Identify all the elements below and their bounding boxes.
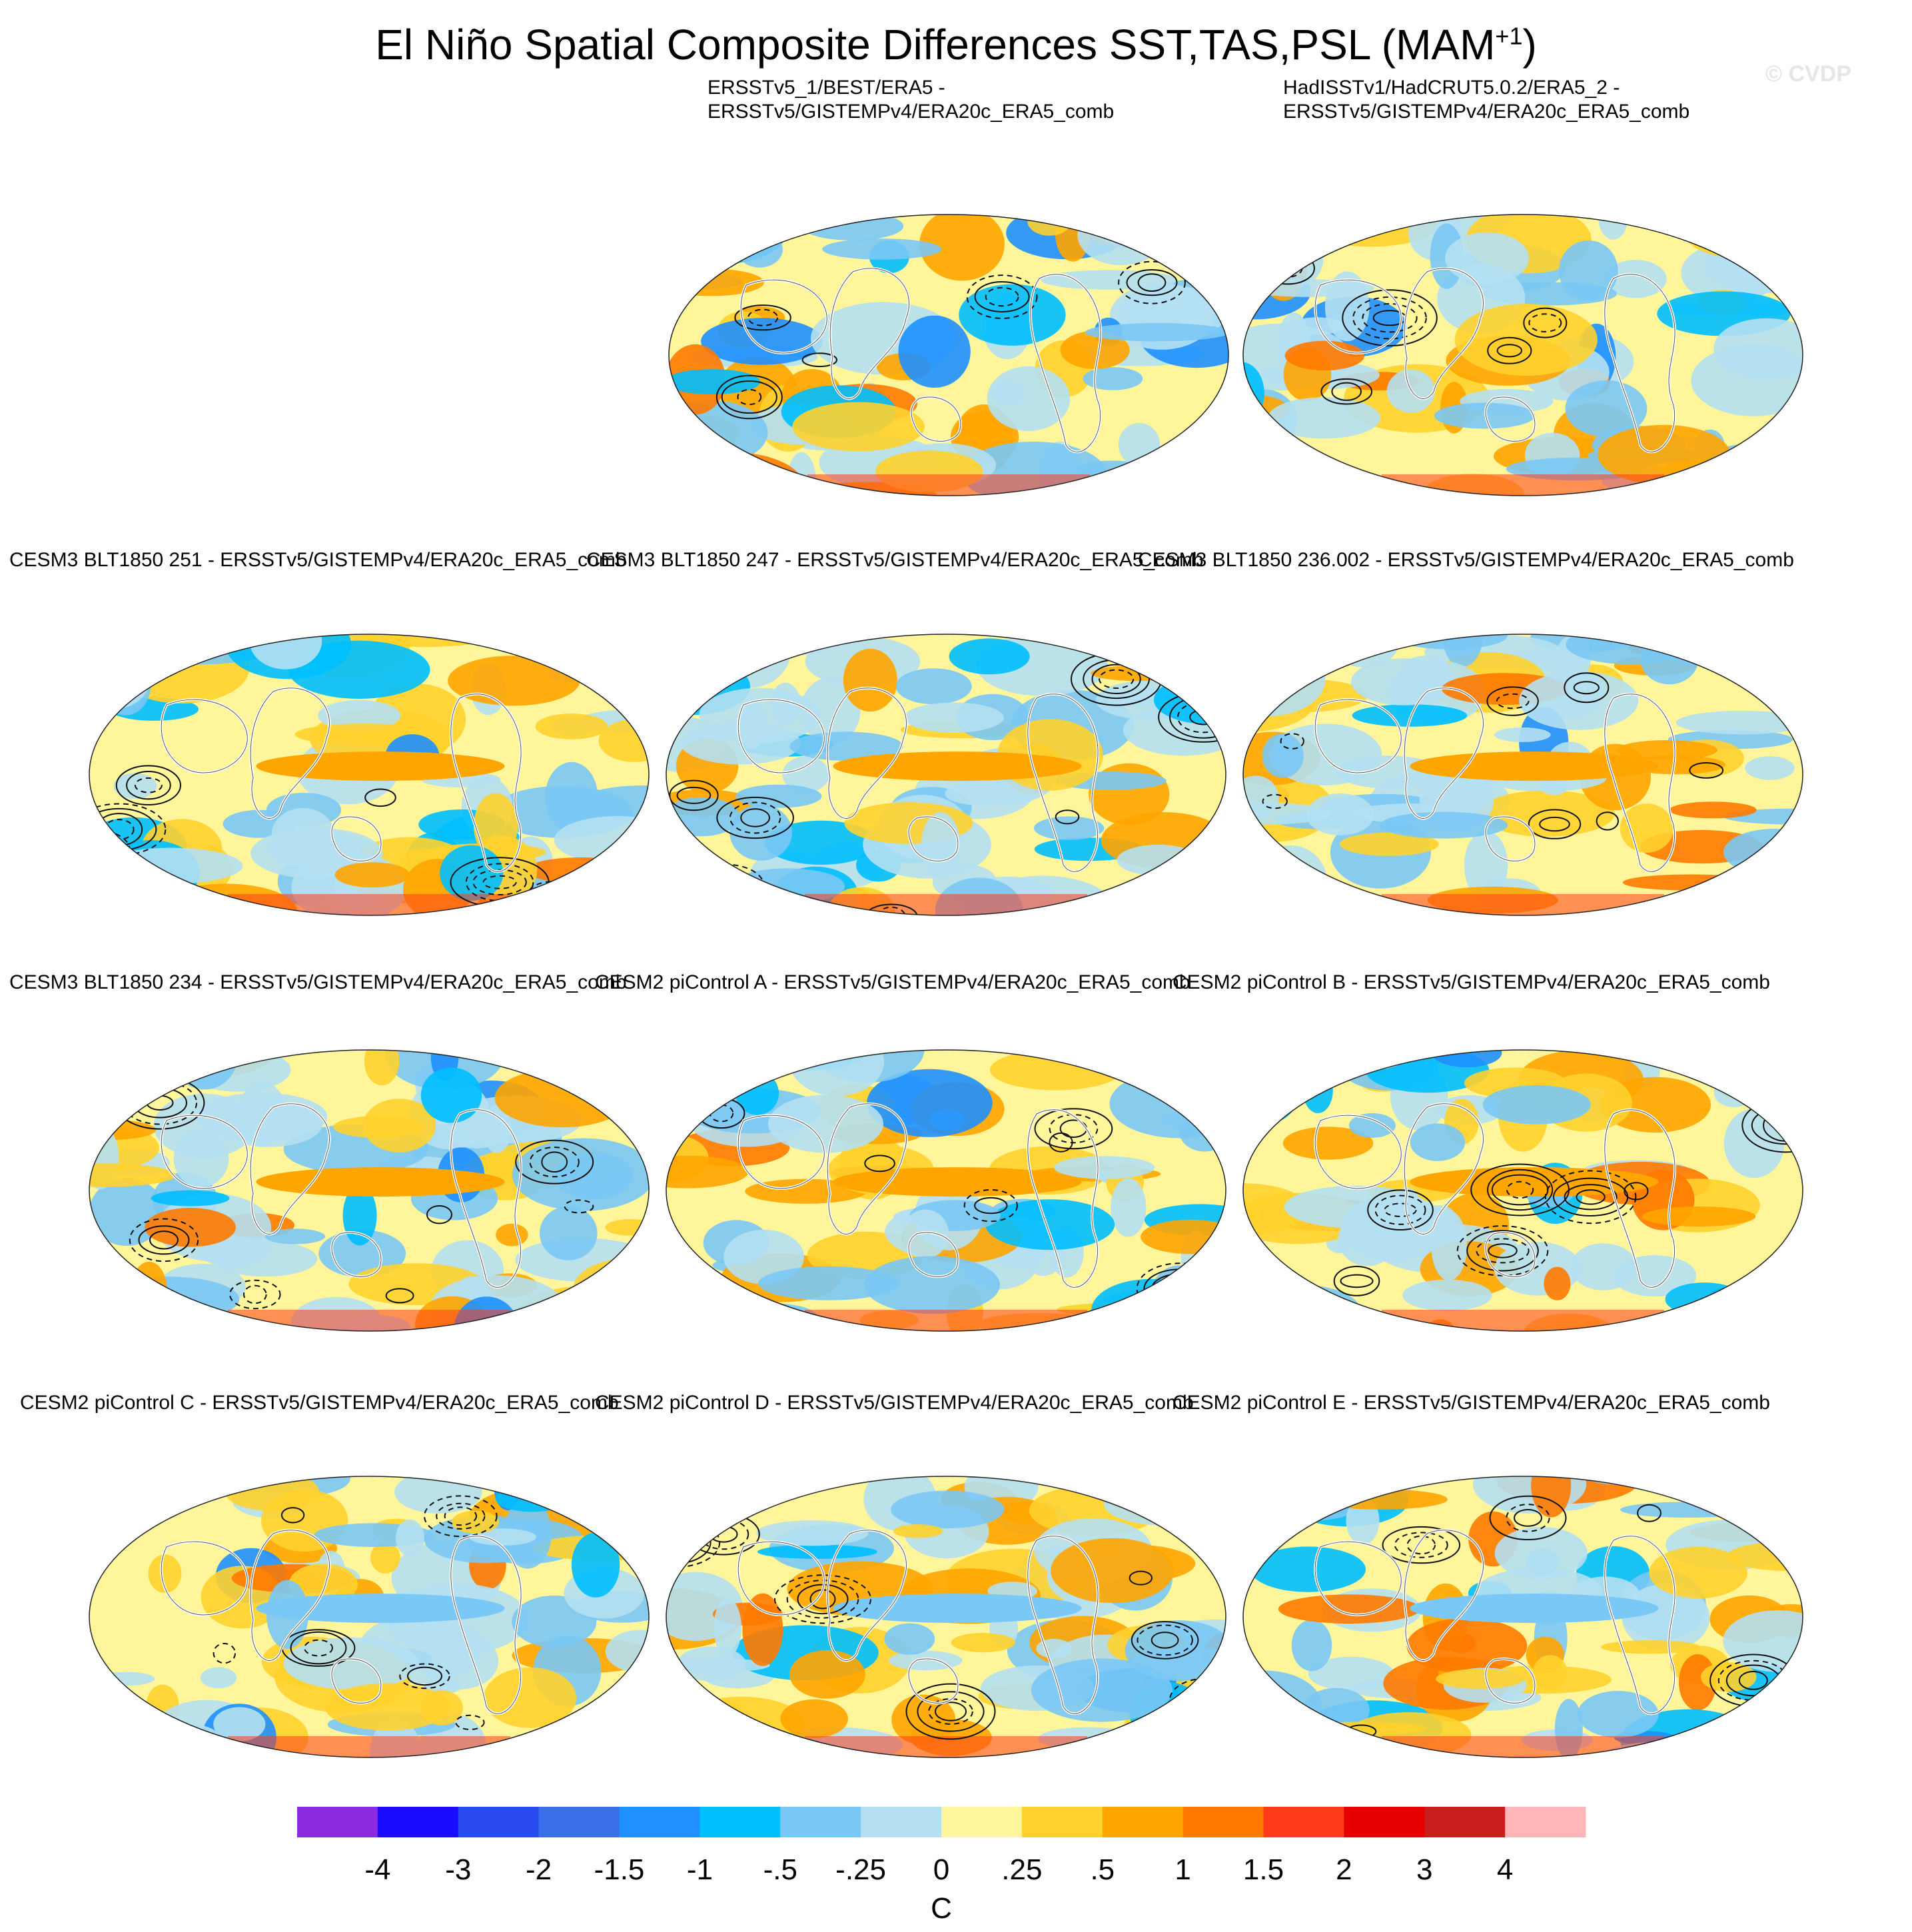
colorbar-swatch xyxy=(1344,1807,1425,1837)
colorbar-swatch xyxy=(941,1807,1023,1837)
colorbar-tick-label: -3 xyxy=(445,1853,472,1886)
global-map xyxy=(666,1476,1226,1758)
colorbar-swatch xyxy=(1183,1807,1264,1837)
panel-title-line: HadISSTv1/HadCRUT5.0.2/ERA5_2 - xyxy=(1283,77,1620,99)
colorbar-tick-label: -4 xyxy=(364,1853,391,1886)
global-map xyxy=(666,1049,1226,1332)
global-map xyxy=(1242,1049,1803,1332)
global-map xyxy=(89,634,650,916)
colorbar-tick-label: 0 xyxy=(933,1853,950,1886)
panel-title: CESM3 BLT1850 247 - ERSSTv5/GISTEMPv4/ER… xyxy=(586,548,1204,572)
global-map xyxy=(1242,214,1803,496)
colorbar-tick-label: 4 xyxy=(1496,1853,1514,1886)
colorbar-swatch xyxy=(1021,1807,1103,1837)
colorbar-tick-label: 3 xyxy=(1416,1853,1433,1886)
colorbar-tick-label: -1 xyxy=(686,1853,713,1886)
colorbar-swatch xyxy=(1102,1807,1184,1837)
colorbar-swatch xyxy=(619,1807,700,1837)
colorbar-swatch xyxy=(538,1807,620,1837)
panel-title-line: CESM2 piControl C - ERSSTv5/GISTEMPv4/ER… xyxy=(20,1392,619,1414)
panel-title-line: CESM3 BLT1850 251 - ERSSTv5/GISTEMPv4/ER… xyxy=(9,549,627,571)
colorbar-tick-label: 1 xyxy=(1175,1853,1191,1886)
global-map xyxy=(668,214,1229,496)
panel-title-line: CESM3 BLT1850 236.002 - ERSSTv5/GISTEMPv… xyxy=(1138,549,1794,571)
global-map xyxy=(89,1049,650,1332)
colorbar-tick-label: -.5 xyxy=(763,1853,797,1886)
panel-title: CESM2 piControl D - ERSSTv5/GISTEMPv4/ER… xyxy=(595,1391,1194,1415)
colorbar-swatches xyxy=(297,1807,1586,1837)
panel-title: HadISSTv1/HadCRUT5.0.2/ERA5_2 - ERSSTv5/G… xyxy=(1283,76,1689,124)
colorbar-tick-label: .5 xyxy=(1090,1853,1115,1886)
global-map xyxy=(1242,1476,1803,1758)
colorbar-swatch xyxy=(700,1807,781,1837)
global-map xyxy=(1242,634,1803,916)
panel-title: CESM2 piControl C - ERSSTv5/GISTEMPv4/ER… xyxy=(20,1391,619,1415)
panel-title: CESM3 BLT1850 234 - ERSSTv5/GISTEMPv4/ER… xyxy=(9,971,627,995)
figure-title: El Niño Spatial Composite Differences SS… xyxy=(375,21,1537,69)
colorbar-swatch xyxy=(377,1807,459,1837)
panel-title-line: ERSSTv5/GISTEMPv4/ERA20c_ERA5_comb xyxy=(708,101,1115,123)
panel-title-line: CESM2 piControl D - ERSSTv5/GISTEMPv4/ER… xyxy=(595,1392,1194,1414)
panel-title: ERSSTv5_1/BEST/ERA5 - ERSSTv5/GISTEMPv4/E… xyxy=(708,76,1114,124)
colorbar-swatch xyxy=(861,1807,942,1837)
colorbar-swatch xyxy=(458,1807,540,1837)
colorbar-tick-label: .25 xyxy=(1001,1853,1043,1886)
watermark: © CVDP xyxy=(1765,61,1851,87)
panel-title-line: ERSSTv5/GISTEMPv4/ERA20c_ERA5_comb xyxy=(1283,101,1690,123)
colorbar-tick-label: -1.5 xyxy=(594,1853,645,1886)
panel-title: CESM2 piControl B - ERSSTv5/GISTEMPv4/ER… xyxy=(1173,971,1770,995)
panel-title-line: ERSSTv5_1/BEST/ERA5 - xyxy=(708,77,945,99)
panel-title: CESM3 BLT1850 236.002 - ERSSTv5/GISTEMPv… xyxy=(1138,548,1794,572)
colorbar-tick-label: 2 xyxy=(1336,1853,1352,1886)
panel-title-line: CESM2 piControl B - ERSSTv5/GISTEMPv4/ER… xyxy=(1173,971,1770,993)
colorbar-swatch xyxy=(1424,1807,1506,1837)
colorbar-units: C xyxy=(931,1892,952,1925)
colorbar-tick-label: -2 xyxy=(526,1853,552,1886)
panel-title: CESM2 piControl A - ERSSTv5/GISTEMPv4/ER… xyxy=(595,971,1191,995)
panel-title: CESM3 BLT1850 251 - ERSSTv5/GISTEMPv4/ER… xyxy=(9,548,627,572)
colorbar-swatch xyxy=(297,1807,378,1837)
colorbar-swatch xyxy=(780,1807,861,1837)
colorbar: -4 -3 -2 -1.5 -1 -.5 -.25 0 .25 .5 1 1.5 2 3 4 C xyxy=(297,1807,1586,1927)
colorbar-swatch xyxy=(1505,1807,1586,1837)
global-map xyxy=(666,634,1226,916)
global-map xyxy=(89,1476,650,1758)
panel-title-line: CESM2 piControl E - ERSSTv5/GISTEMPv4/ER… xyxy=(1173,1392,1770,1414)
panel-title-line: CESM3 BLT1850 234 - ERSSTv5/GISTEMPv4/ER… xyxy=(9,971,627,993)
colorbar-tick-label: -.25 xyxy=(835,1853,887,1886)
panel-title-line: CESM2 piControl A - ERSSTv5/GISTEMPv4/ER… xyxy=(595,971,1191,993)
panel-title-line: CESM3 BLT1850 247 - ERSSTv5/GISTEMPv4/ER… xyxy=(586,549,1204,571)
colorbar-tick-label: 1.5 xyxy=(1242,1853,1284,1886)
colorbar-swatch xyxy=(1263,1807,1344,1837)
panel-title: CESM2 piControl E - ERSSTv5/GISTEMPv4/ER… xyxy=(1173,1391,1770,1415)
